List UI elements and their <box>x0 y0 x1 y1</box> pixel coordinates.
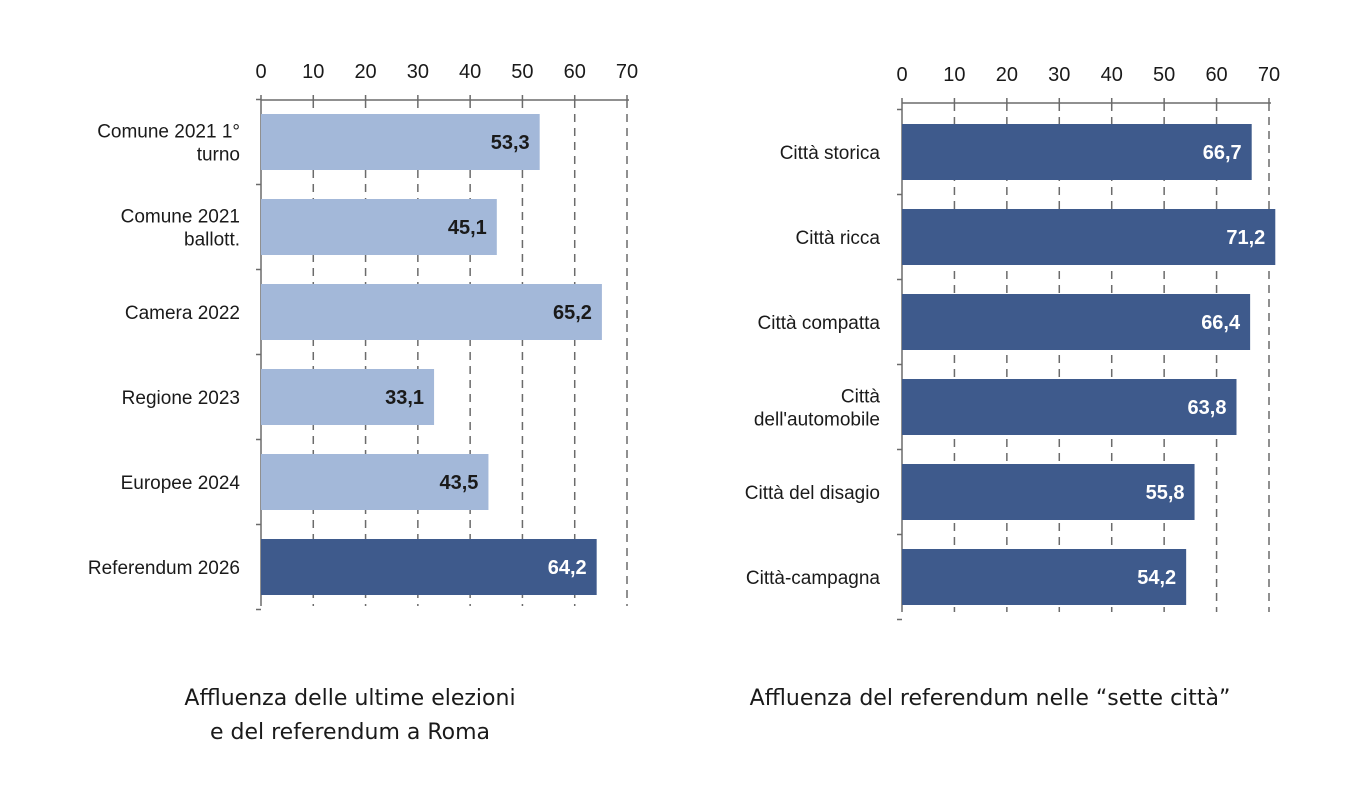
x-tick-label: 30 <box>1048 64 1070 86</box>
chart-left-caption: Affluenza delle ultime elezioni e del re… <box>130 682 570 750</box>
bar <box>261 369 435 425</box>
chart-left-caption-line-2: e del referendum a Roma <box>209 720 491 745</box>
x-tick-label: 10 <box>302 61 324 83</box>
bar <box>902 124 1252 180</box>
category-label: Camera 2022 <box>125 303 240 324</box>
category-label: dell'automobile <box>754 410 880 431</box>
category-label: turno <box>197 145 240 166</box>
x-tick-label: 20 <box>996 64 1018 86</box>
x-tick-label: 60 <box>1205 64 1227 86</box>
data-label: 71,2 <box>1226 227 1265 249</box>
category-label: Comune 2021 <box>121 207 240 228</box>
x-tick-label: 0 <box>255 61 266 83</box>
category-label: Europee 2024 <box>121 473 241 494</box>
x-tick-label: 70 <box>1258 64 1280 86</box>
category-label: Referendum 2026 <box>88 558 240 579</box>
category-label: Città del disagio <box>745 483 880 504</box>
data-label: 53,3 <box>491 132 530 154</box>
x-tick-label: 60 <box>564 61 586 83</box>
data-label: 54,2 <box>1137 567 1176 589</box>
bar <box>902 209 1276 265</box>
x-tick-label: 30 <box>407 61 429 83</box>
x-tick-label: 70 <box>616 61 638 83</box>
data-label: 63,8 <box>1188 397 1227 419</box>
data-label: 55,8 <box>1146 482 1185 504</box>
x-tick-label: 50 <box>511 61 533 83</box>
bar <box>902 294 1251 350</box>
bar <box>261 284 602 340</box>
bar <box>261 454 489 510</box>
x-tick-label: 0 <box>896 64 907 86</box>
data-label: 66,4 <box>1201 312 1241 334</box>
category-label: ballott. <box>184 230 240 251</box>
chart-left-turnout-elections: 0 10 20 30 40 50 60 70 53,3 Comune 2021 1°turno 45… <box>88 61 638 611</box>
bar <box>261 539 597 595</box>
data-label: 43,5 <box>440 472 479 494</box>
category-label: Città <box>841 387 881 408</box>
data-label: 64,2 <box>548 557 587 579</box>
category-label: Regione 2023 <box>122 388 240 409</box>
category-label: Città compatta <box>758 313 881 334</box>
data-label: 45,1 <box>448 217 487 239</box>
bar <box>261 199 497 255</box>
bar <box>902 464 1195 520</box>
chart-right-turnout-seven-cities: 0 10 20 30 40 50 60 70 66,7 Città storica 71,2 Citt… <box>745 64 1280 621</box>
x-tick-label: 40 <box>459 61 481 83</box>
bar <box>902 549 1187 605</box>
chart-left-caption-line-1: Affluenza delle ultime elezioni <box>184 686 516 711</box>
bar <box>902 379 1237 435</box>
data-label: 33,1 <box>385 387 424 409</box>
x-tick-label: 20 <box>354 61 376 83</box>
x-tick-label: 10 <box>943 64 965 86</box>
category-label: Comune 2021 1° <box>97 122 240 143</box>
bar <box>261 114 540 170</box>
chart-right-caption-line-1: Affluenza del referendum nelle “sette ci… <box>749 686 1231 711</box>
chart-right-caption: Affluenza del referendum nelle “sette ci… <box>680 682 1300 716</box>
category-label: Città storica <box>780 143 881 164</box>
x-tick-label: 50 <box>1153 64 1175 86</box>
data-label: 66,7 <box>1203 142 1242 164</box>
category-label: Città ricca <box>796 228 881 249</box>
x-tick-label: 40 <box>1101 64 1123 86</box>
data-label: 65,2 <box>553 302 592 324</box>
category-label: Città-campagna <box>746 568 881 589</box>
